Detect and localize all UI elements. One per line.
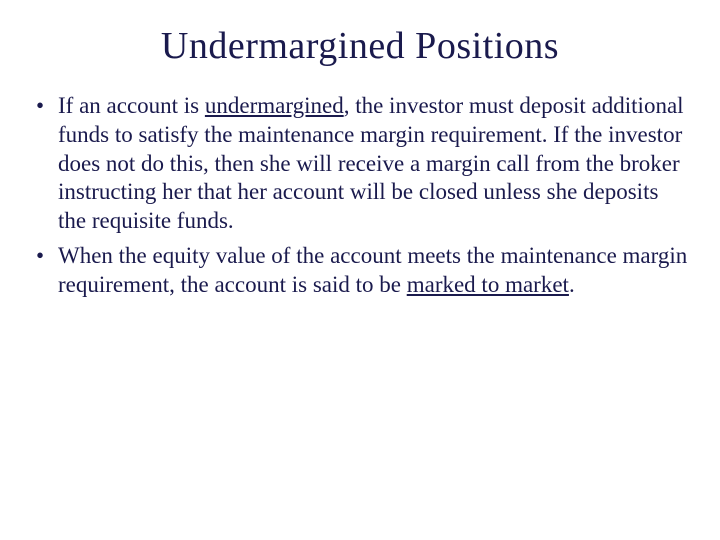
bullet-list: If an account is undermargined, the inve… bbox=[30, 92, 690, 299]
bullet-text-underlined: undermargined bbox=[205, 93, 344, 118]
slide-content: If an account is undermargined, the inve… bbox=[0, 92, 720, 299]
bullet-text-post: . bbox=[569, 272, 575, 297]
slide-title: Undermargined Positions bbox=[0, 0, 720, 92]
bullet-item: If an account is undermargined, the inve… bbox=[30, 92, 690, 236]
slide: Undermargined Positions If an account is… bbox=[0, 0, 720, 540]
bullet-text-pre: When the equity value of the account mee… bbox=[58, 243, 687, 297]
bullet-item: When the equity value of the account mee… bbox=[30, 242, 690, 300]
bullet-text-pre: If an account is bbox=[58, 93, 205, 118]
bullet-text-underlined: marked to market bbox=[407, 272, 569, 297]
